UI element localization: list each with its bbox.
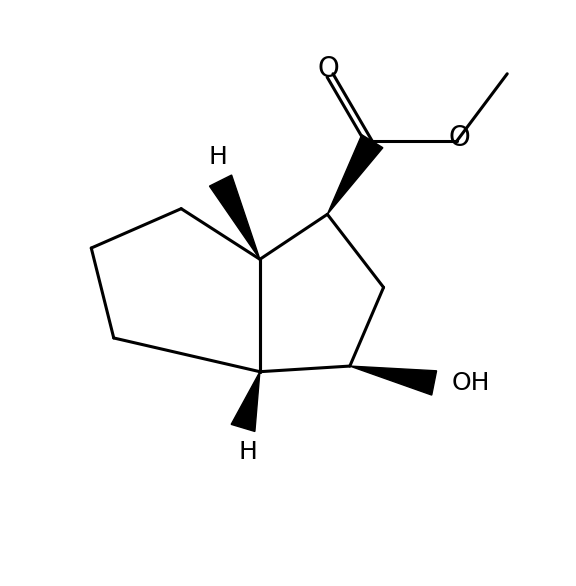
Polygon shape <box>350 366 437 395</box>
Text: OH: OH <box>452 371 490 395</box>
Polygon shape <box>231 372 260 431</box>
Text: O: O <box>317 55 339 83</box>
Text: H: H <box>238 440 257 464</box>
Text: O: O <box>449 124 471 152</box>
Polygon shape <box>327 135 383 214</box>
Text: H: H <box>209 145 227 169</box>
Polygon shape <box>210 175 260 259</box>
